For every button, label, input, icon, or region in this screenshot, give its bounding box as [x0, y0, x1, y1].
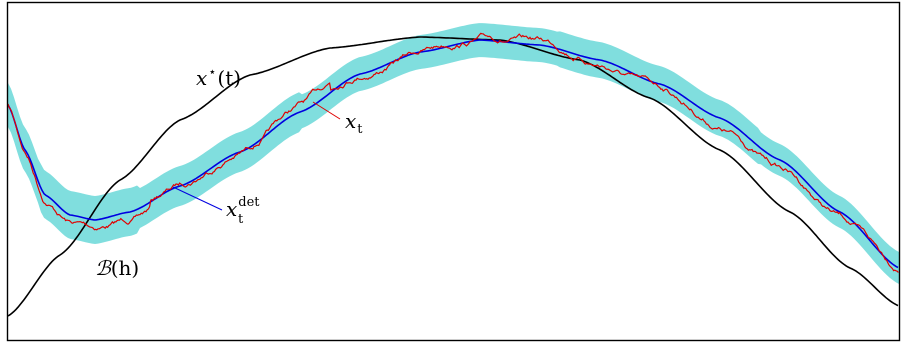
label-x-det-base: x — [226, 197, 237, 221]
label-x-star: x⋆(t) — [196, 65, 241, 90]
label-x-t: xt — [345, 109, 363, 137]
label-neighbourhood-symbol: ℬ — [95, 256, 112, 280]
label-x-star-base: x — [196, 66, 207, 90]
label-x-det: xdet t — [226, 195, 260, 227]
label-neighbourhood: ℬ(h) — [95, 256, 139, 280]
leader-line-x-det — [172, 186, 223, 211]
label-x-t-sub: t — [357, 122, 363, 137]
label-x-det-sub: t — [238, 212, 244, 227]
label-x-star-suffix: (t) — [217, 66, 241, 90]
neighbourhood-band-area — [8, 23, 899, 284]
label-x-star-sup: ⋆ — [208, 65, 216, 80]
label-x-t-base: x — [345, 109, 356, 133]
label-neighbourhood-suffix: (h) — [111, 256, 140, 280]
sample-path-x-t — [7, 32, 899, 273]
neighbourhood-band — [8, 23, 899, 284]
frame-border — [6, 1, 901, 342]
label-x-det-sup: det — [238, 195, 260, 210]
leader-line-x-t — [312, 101, 341, 120]
reference-curve-x-star — [7, 36, 899, 317]
